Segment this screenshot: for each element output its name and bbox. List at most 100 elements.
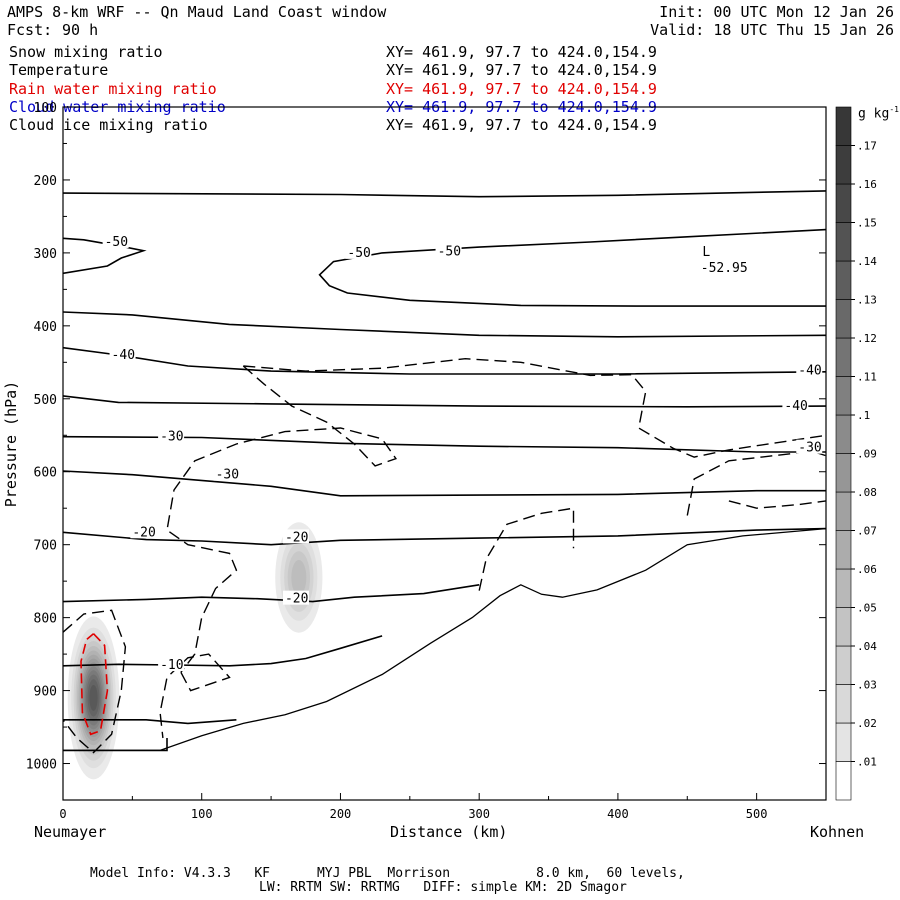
y-tick-label: 500 [34, 393, 57, 408]
contour-label-bg [435, 243, 462, 258]
field-xy-cloud-ice: XY= 461.9, 97.7 to 424.0,154.9 [386, 116, 657, 134]
colorbar-tick-label: .04 [857, 640, 877, 653]
colorbar-swatch [835, 453, 852, 493]
temperature-contour-6 [63, 435, 826, 453]
colorbar-tick-label: .03 [857, 679, 877, 692]
x-axis-label: Distance (km) [390, 823, 508, 841]
x-tick-label: 400 [607, 807, 629, 821]
snow-contours [63, 357, 826, 754]
colorbar-tick-label: .16 [857, 178, 877, 191]
temperature-contour-label: -50 [105, 235, 128, 250]
temperature-contour-10 [63, 635, 383, 667]
field-xy-temperature: XY= 461.9, 97.7 to 424.0,154.9 [386, 61, 657, 79]
colorbar-tick-label: .09 [857, 448, 877, 461]
colorbar-swatch [835, 260, 852, 300]
y-axis-label: Pressure (hPa) [2, 380, 20, 508]
colorbar-swatch [835, 530, 852, 570]
y-tick-label: 400 [34, 320, 57, 335]
contour-label-bg [158, 428, 185, 443]
low-center-value: -52.95 [701, 261, 748, 276]
field-name-cloud-ice: Cloud ice mixing ratio [9, 116, 208, 134]
snow-contour-1 [166, 365, 398, 673]
contour-label-bg [282, 590, 309, 605]
field-xy-snow: XY= 461.9, 97.7 to 424.0,154.9 [386, 43, 657, 61]
temperature-contour-label: -20 [132, 525, 155, 540]
temperature-contour-11 [63, 719, 237, 725]
y-tick-label: 200 [34, 174, 57, 189]
temperature-contour-label: -50 [438, 244, 461, 259]
field-name-temperature: Temperature [9, 61, 109, 79]
contour-label-bg [102, 233, 129, 248]
plot-frame [62, 106, 827, 801]
colorbar-unit: g kg-1 [858, 105, 899, 122]
x-tick-label: 100 [191, 807, 213, 821]
cloud-ice-area-0 [67, 616, 120, 780]
temperature-contour-5 [63, 395, 826, 408]
colorbar-tick-label: .08 [857, 486, 877, 499]
y-tick-label: 900 [34, 685, 57, 700]
field-xy-rain: XY= 461.9, 97.7 to 424.0,154.9 [386, 80, 657, 98]
colorbar-tick-label: .06 [857, 563, 877, 576]
colorbar-swatch [835, 722, 852, 762]
colorbar-swatch [835, 761, 852, 801]
colorbar-swatch [835, 645, 852, 685]
contour-label-bg [796, 362, 823, 377]
field-name-snow: Snow mixing ratio [9, 43, 163, 61]
colorbar-tick-label: .02 [857, 717, 877, 730]
snow-contour-2 [159, 653, 231, 739]
colorbar-swatch [835, 145, 852, 185]
x-tick-label: 300 [468, 807, 490, 821]
contour-label-bg [130, 524, 157, 539]
low-center-marker: L [702, 245, 710, 260]
snow-contour-5 [728, 500, 826, 509]
forecast-hour: 90 h [62, 21, 99, 39]
temperature-contour-3 [63, 311, 826, 338]
contour-label-bg [345, 244, 372, 259]
colorbar-swatch [835, 684, 852, 724]
temperature-contour-9 [63, 584, 480, 603]
contour-label-bg [282, 529, 309, 544]
temperature-contour-label: -40 [798, 363, 821, 378]
temperature-contour-7 [63, 470, 826, 497]
colorbar-swatch [835, 414, 852, 454]
footer-physics-info: LW: RRTM SW: RRTMG DIFF: simple KM: 2D S… [259, 880, 627, 895]
colorbar-tick-label: .12 [857, 332, 877, 345]
temperature-contour-2 [63, 190, 826, 198]
temperature-contour-1 [318, 228, 826, 307]
colorbar-swatch [835, 337, 852, 377]
temperature-contour-label: -20 [285, 530, 308, 545]
contour-label-bg [158, 657, 185, 672]
cloud-ice-shade-level [89, 684, 98, 711]
snow-contour-0 [243, 357, 826, 458]
temperature-contour-label: -30 [160, 430, 183, 445]
snow-contour-4 [686, 450, 826, 516]
forecast-label: Fcst: [7, 21, 53, 39]
init-time: Init: 00 UTC Mon 12 Jan 26 [659, 3, 894, 21]
x-tick-label: 200 [330, 807, 352, 821]
colorbar-tick-label: .07 [857, 525, 877, 538]
temperature-contour-label: -40 [784, 399, 807, 414]
footer-model-info: Model Info: V4.3.3 KF MYJ PBL Morrison 8… [90, 866, 685, 881]
colorbar-tick-label: .13 [857, 294, 877, 307]
y-tick-label: 100 [34, 101, 57, 116]
colorbar-swatch [835, 568, 852, 608]
colorbar-swatch [835, 183, 852, 223]
x-tick-label: 0 [59, 807, 66, 821]
valid-time: Valid: 18 UTC Thu 15 Jan 26 [650, 21, 894, 39]
colorbar-swatch [835, 222, 852, 262]
colorbar-swatch [835, 299, 852, 339]
colorbar-swatch [835, 376, 852, 416]
snow-contour-6 [63, 609, 127, 754]
y-tick-label: 1000 [26, 758, 57, 773]
colorbar-swatch [835, 106, 852, 146]
field-name-rain: Rain water mixing ratio [9, 80, 217, 98]
x-right-label: Kohnen [810, 823, 865, 841]
colorbar-swatch [835, 491, 852, 531]
colorbar-tick-label: .15 [857, 217, 877, 230]
rain-water-contour [80, 633, 109, 736]
y-tick-label: 300 [34, 247, 57, 262]
temperature-contour-8 [63, 527, 826, 546]
temperature-contour-label: -10 [160, 658, 183, 673]
chart-title: AMPS 8-km WRF -- Qn Maud Land Coast wind… [7, 3, 387, 21]
